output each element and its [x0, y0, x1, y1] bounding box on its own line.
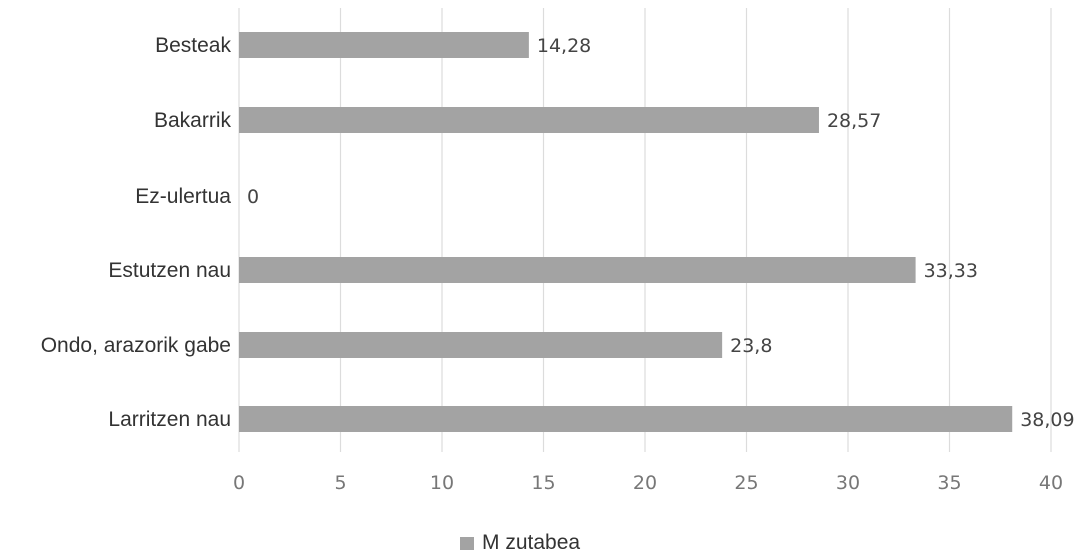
data-label: 14,28: [537, 35, 591, 57]
category-label: Ondo, arazorik gabe: [41, 334, 231, 357]
category-label: Larritzen nau: [108, 408, 231, 431]
x-tick-label: 10: [430, 472, 454, 494]
bar: [239, 107, 819, 133]
x-tick-label: 0: [233, 472, 245, 494]
data-label: 23,8: [730, 335, 772, 357]
bar: [239, 332, 723, 358]
bar: [239, 406, 1013, 432]
x-tick-label: 40: [1039, 472, 1063, 494]
category-label: Estutzen nau: [108, 259, 231, 282]
category-label: Bakarrik: [154, 109, 232, 132]
data-label: 28,57: [827, 110, 881, 132]
category-label: Ez-ulertua: [135, 185, 231, 208]
x-tick-label: 20: [633, 472, 657, 494]
bar: [239, 257, 916, 283]
category-label: Besteak: [155, 34, 231, 57]
x-tick-label: 25: [734, 472, 758, 494]
data-label: 33,33: [924, 260, 978, 282]
legend-swatch: [460, 537, 474, 550]
x-tick-label: 30: [836, 472, 860, 494]
x-tick-label: 35: [937, 472, 961, 494]
data-label: 0: [247, 186, 259, 208]
legend-label: M zutabea: [482, 531, 580, 553]
bar: [239, 32, 529, 58]
x-tick-label: 15: [531, 472, 555, 494]
data-label: 38,09: [1020, 409, 1074, 431]
x-tick-label: 5: [334, 472, 346, 494]
